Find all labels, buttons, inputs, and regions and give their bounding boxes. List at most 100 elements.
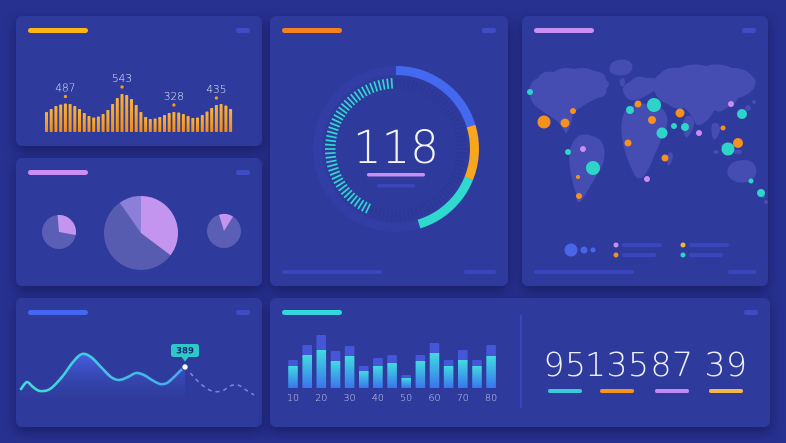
map-dot[interactable] xyxy=(624,139,632,147)
bar-primary[interactable] xyxy=(429,353,440,388)
wave-bar[interactable] xyxy=(148,119,152,132)
map-dot[interactable] xyxy=(648,116,656,124)
wave-bar[interactable] xyxy=(205,111,209,133)
bar-cap[interactable] xyxy=(288,360,298,366)
map-dot[interactable] xyxy=(634,100,642,108)
map-dot[interactable] xyxy=(656,127,668,139)
wave-bar[interactable] xyxy=(106,110,110,132)
bar-primary[interactable] xyxy=(387,363,397,388)
bar-primary[interactable] xyxy=(486,356,496,388)
wave-bar[interactable] xyxy=(45,112,48,132)
stat-block[interactable]: 87 xyxy=(640,348,704,393)
bar-cap[interactable] xyxy=(429,343,440,353)
wave-bar[interactable] xyxy=(181,114,185,132)
panel-menu-pill[interactable] xyxy=(744,310,758,315)
map-dot[interactable] xyxy=(661,154,669,162)
bar-cap[interactable] xyxy=(415,355,426,361)
wave-bar[interactable] xyxy=(73,106,77,132)
wave-bar[interactable] xyxy=(144,117,148,132)
data-point-marker[interactable] xyxy=(181,363,189,371)
bar-primary[interactable] xyxy=(458,360,468,388)
bar-primary[interactable] xyxy=(401,378,411,388)
wave-bar[interactable] xyxy=(210,108,214,132)
wave-bar[interactable] xyxy=(153,118,157,133)
bar-cap[interactable] xyxy=(472,360,482,366)
bar-primary[interactable] xyxy=(443,366,454,388)
bar-primary[interactable] xyxy=(288,366,298,388)
bar-primary[interactable] xyxy=(373,366,383,388)
bar-cap[interactable] xyxy=(387,355,397,363)
wave-bar[interactable] xyxy=(158,117,162,132)
stat-block[interactable]: 95 xyxy=(533,348,597,393)
wave-bar[interactable] xyxy=(68,104,72,132)
wave-bar[interactable] xyxy=(224,105,228,133)
map-dot[interactable] xyxy=(570,108,576,114)
wave-bar[interactable] xyxy=(191,118,195,132)
wave-bar[interactable] xyxy=(219,104,223,132)
pie-slice[interactable] xyxy=(119,196,141,233)
map-dot[interactable] xyxy=(721,142,735,156)
map-dot[interactable] xyxy=(626,106,634,114)
panel-menu-pill[interactable] xyxy=(236,28,250,33)
bar-primary[interactable] xyxy=(344,356,355,388)
bar-cap[interactable] xyxy=(344,346,355,356)
bar-cap[interactable] xyxy=(373,358,383,366)
map-dot[interactable] xyxy=(565,149,571,155)
wave-bar[interactable] xyxy=(63,103,67,133)
wave-bar[interactable] xyxy=(196,117,199,133)
bar-primary[interactable] xyxy=(359,371,369,388)
map-dot[interactable] xyxy=(696,130,702,136)
stat-block[interactable]: 135 xyxy=(585,348,649,393)
map-dot[interactable] xyxy=(647,98,661,112)
pie-slice[interactable] xyxy=(57,214,76,235)
wave-bar[interactable] xyxy=(177,112,181,133)
wave-bar[interactable] xyxy=(92,117,96,133)
map-dot[interactable] xyxy=(728,101,734,107)
wave-bar[interactable] xyxy=(78,109,81,132)
wave-bar[interactable] xyxy=(59,104,63,133)
wave-bar[interactable] xyxy=(200,115,204,132)
wave-bar[interactable] xyxy=(120,94,124,132)
stat-block[interactable]: 39 xyxy=(694,348,758,393)
wave-bar[interactable] xyxy=(111,104,115,132)
wave-bar[interactable] xyxy=(229,109,233,132)
bar-cap[interactable] xyxy=(458,350,468,360)
pie-slice[interactable] xyxy=(141,196,179,256)
bar-cap[interactable] xyxy=(443,360,454,366)
map-dot[interactable] xyxy=(580,146,586,152)
bar-cap[interactable] xyxy=(359,366,369,371)
map-dot[interactable] xyxy=(537,115,551,129)
bar-cap[interactable] xyxy=(316,335,327,350)
wave-bar[interactable] xyxy=(139,112,143,132)
map-dot[interactable] xyxy=(527,89,533,95)
panel-menu-pill[interactable] xyxy=(482,28,496,33)
wave-bar[interactable] xyxy=(125,95,129,132)
panel-menu-pill[interactable] xyxy=(236,170,250,175)
map-dot[interactable] xyxy=(675,108,685,118)
map-dot[interactable] xyxy=(576,175,580,179)
wave-bar[interactable] xyxy=(101,114,105,132)
wave-bar[interactable] xyxy=(82,113,86,132)
wave-bar[interactable] xyxy=(130,99,133,132)
wave-bar[interactable] xyxy=(172,112,176,132)
bar-cap[interactable] xyxy=(486,345,496,356)
map-dot[interactable] xyxy=(733,138,743,148)
wave-bar[interactable] xyxy=(87,116,91,132)
bar-primary[interactable] xyxy=(472,366,482,388)
wave-bar[interactable] xyxy=(214,105,218,132)
wave-bar[interactable] xyxy=(96,116,100,133)
bar-cap[interactable] xyxy=(302,345,312,355)
panel-menu-pill[interactable] xyxy=(236,310,250,315)
bar-primary[interactable] xyxy=(330,361,341,388)
map-dot[interactable] xyxy=(586,161,600,175)
bar-primary[interactable] xyxy=(302,355,312,388)
wave-bar[interactable] xyxy=(134,105,138,132)
wave-bar[interactable] xyxy=(163,115,166,132)
wave-bar[interactable] xyxy=(167,113,171,132)
pie-slice[interactable] xyxy=(219,213,234,231)
map-dot[interactable] xyxy=(720,125,726,131)
wave-bar[interactable] xyxy=(49,109,53,132)
map-dot[interactable] xyxy=(681,123,689,131)
map-dot[interactable] xyxy=(671,123,677,129)
bar-cap[interactable] xyxy=(330,351,341,361)
